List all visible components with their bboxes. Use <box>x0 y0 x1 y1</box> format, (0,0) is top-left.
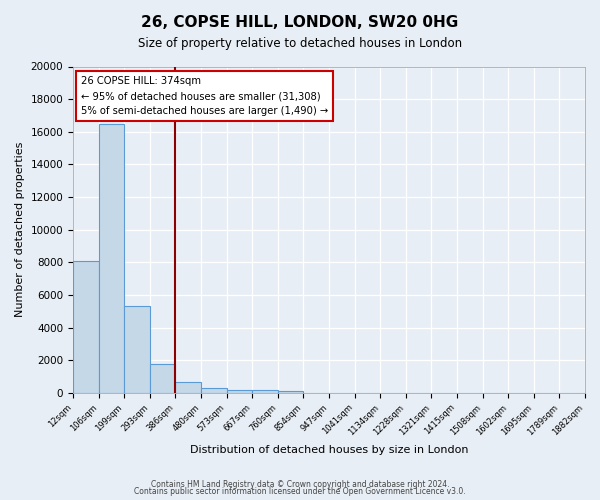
Text: Size of property relative to detached houses in London: Size of property relative to detached ho… <box>138 38 462 51</box>
Bar <box>150 364 175 393</box>
Bar <box>201 388 227 393</box>
Y-axis label: Number of detached properties: Number of detached properties <box>15 142 25 318</box>
Bar <box>227 390 252 393</box>
X-axis label: Distribution of detached houses by size in London: Distribution of detached houses by size … <box>190 445 468 455</box>
Text: 26, COPSE HILL, LONDON, SW20 0HG: 26, COPSE HILL, LONDON, SW20 0HG <box>142 15 458 30</box>
Bar <box>278 392 304 393</box>
Bar <box>73 260 98 393</box>
Bar <box>252 390 278 393</box>
Bar <box>98 124 124 393</box>
Text: Contains HM Land Registry data © Crown copyright and database right 2024.: Contains HM Land Registry data © Crown c… <box>151 480 449 489</box>
Bar <box>124 306 150 393</box>
Bar <box>175 382 201 393</box>
Text: 26 COPSE HILL: 374sqm
← 95% of detached houses are smaller (31,308)
5% of semi-d: 26 COPSE HILL: 374sqm ← 95% of detached … <box>81 76 328 116</box>
Text: Contains public sector information licensed under the Open Government Licence v3: Contains public sector information licen… <box>134 487 466 496</box>
